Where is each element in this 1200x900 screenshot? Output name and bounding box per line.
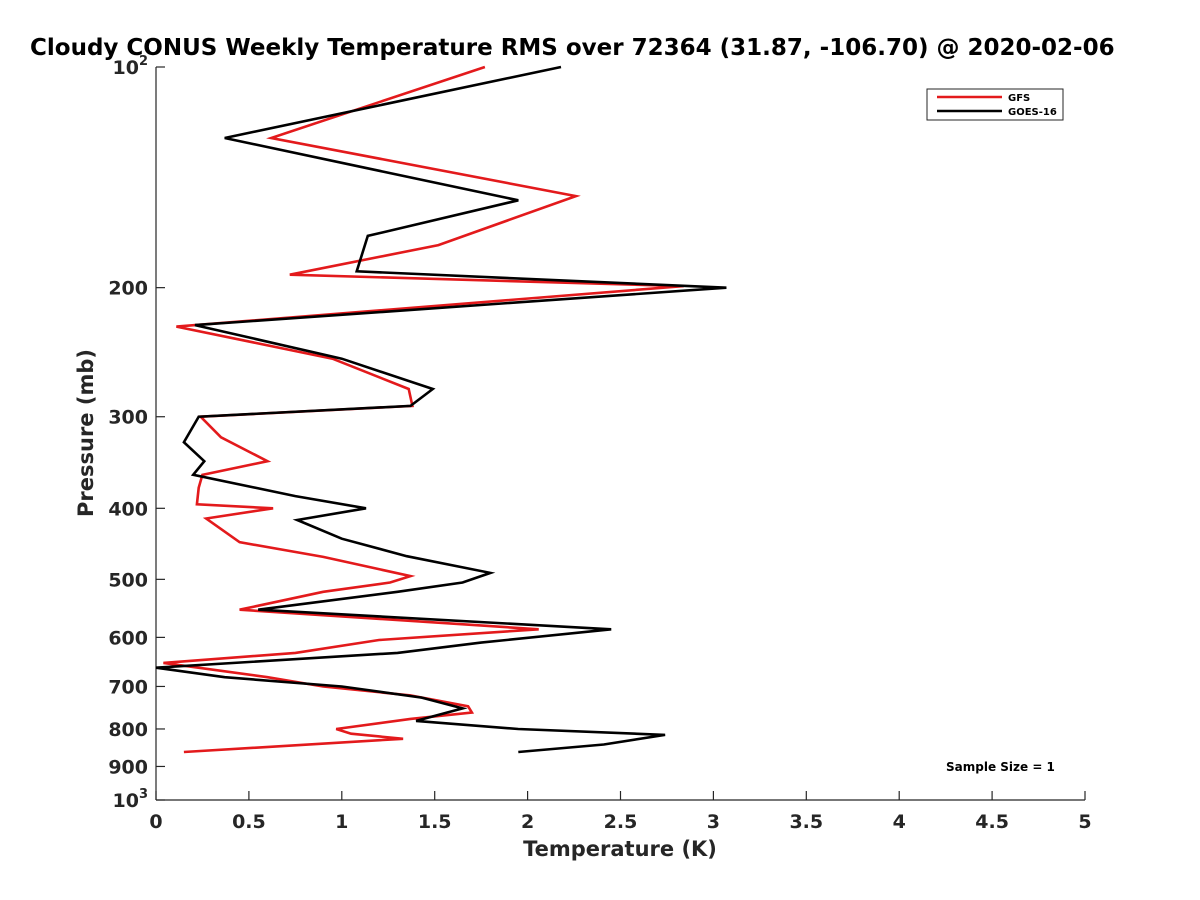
y-tick-label: 300 [108, 407, 148, 429]
sample-size-annotation: Sample Size = 1 [946, 760, 1055, 774]
y-axis-label: Pressure (mb) [74, 349, 98, 517]
x-tick-label: 0.5 [232, 811, 266, 833]
x-tick-label: 3.5 [789, 811, 823, 833]
x-tick-label: 2 [521, 811, 534, 833]
y-tick-label: 600 [108, 627, 148, 649]
legend-box [926, 88, 1064, 121]
y-tick-label: 102 [113, 54, 149, 79]
legend-label: GFS [1008, 93, 1030, 104]
y-tick-base: 10 [113, 57, 139, 79]
x-axis-label: Temperature (K) [523, 837, 717, 861]
series-layer [155, 65, 727, 754]
y-tick-label: 800 [108, 719, 148, 741]
y-tick-label: 700 [108, 676, 148, 698]
y-tick-label: 103 [113, 787, 149, 812]
x-tick-label: 1.5 [418, 811, 452, 833]
y-tick-base: 10 [113, 790, 139, 812]
y-tick-label: 400 [108, 498, 148, 520]
x-tick-label: 0 [149, 811, 162, 833]
y-tick-label: 200 [108, 278, 148, 300]
x-tick-label: 3 [707, 811, 720, 833]
series-goes-16 [155, 65, 727, 754]
x-tick-label: 4.5 [975, 811, 1009, 833]
x-tick-label: 5 [1078, 811, 1091, 833]
legend: GFS GOES-16 [926, 88, 1064, 121]
series-line [155, 65, 727, 754]
plot-area [155, 67, 1085, 801]
y-tick-label: 500 [108, 569, 148, 591]
y-tick-exponent: 3 [139, 787, 148, 802]
x-tick-label: 4 [893, 811, 906, 833]
y-tick-exponent: 2 [139, 54, 148, 69]
x-tick-label: 2.5 [604, 811, 638, 833]
series-line [163, 65, 684, 754]
x-tick-label: 1 [335, 811, 348, 833]
legend-label: GOES-16 [1008, 107, 1057, 118]
chart-title: Cloudy CONUS Weekly Temperature RMS over… [30, 35, 1115, 61]
series-gfs [163, 65, 684, 754]
x-axis-ticks: 0 0.5 1 1.5 2 2.5 3 3.5 4 4.5 5 [149, 791, 1092, 833]
y-tick-label: 900 [108, 756, 148, 778]
